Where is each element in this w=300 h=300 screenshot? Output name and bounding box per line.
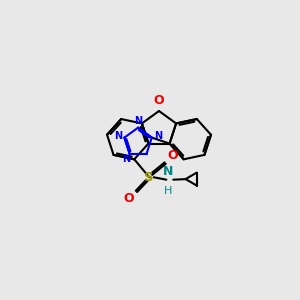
Text: O: O <box>154 94 164 107</box>
Text: N: N <box>163 166 173 178</box>
Text: N: N <box>154 130 162 141</box>
Text: N: N <box>134 116 142 126</box>
Text: O: O <box>167 149 178 162</box>
Text: N: N <box>122 154 130 164</box>
Text: O: O <box>124 192 134 205</box>
Text: N: N <box>114 130 122 141</box>
Text: S: S <box>144 171 154 184</box>
Text: H: H <box>164 186 172 196</box>
